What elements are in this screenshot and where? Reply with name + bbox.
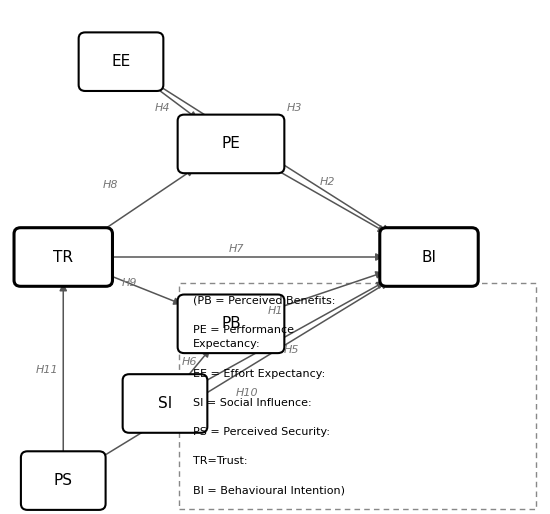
FancyBboxPatch shape — [21, 451, 106, 510]
Text: PS = Perceived Security:: PS = Perceived Security: — [192, 427, 329, 437]
Text: BI: BI — [421, 249, 437, 265]
Text: H7: H7 — [229, 244, 244, 254]
FancyBboxPatch shape — [79, 32, 163, 91]
Text: SI = Social Influence:: SI = Social Influence: — [192, 398, 311, 408]
Text: H1: H1 — [267, 306, 283, 316]
Text: H8: H8 — [102, 180, 118, 190]
Text: EE: EE — [111, 54, 131, 69]
Text: EE = Effort Expectancy:: EE = Effort Expectancy: — [192, 369, 324, 378]
Text: H10: H10 — [236, 388, 259, 398]
Text: H2: H2 — [320, 177, 335, 188]
Text: H9: H9 — [122, 278, 137, 288]
Text: PE = Performance: PE = Performance — [192, 325, 294, 335]
Text: H5: H5 — [284, 344, 299, 355]
Text: PE: PE — [222, 136, 240, 152]
Text: BI = Behavioural Intention): BI = Behavioural Intention) — [192, 485, 344, 495]
Text: H11: H11 — [35, 365, 58, 375]
FancyBboxPatch shape — [178, 295, 284, 353]
FancyBboxPatch shape — [123, 374, 207, 433]
Text: (PB = Perceived Benefits:: (PB = Perceived Benefits: — [192, 296, 335, 305]
FancyBboxPatch shape — [178, 115, 284, 173]
Text: PB: PB — [221, 316, 241, 332]
Text: H4: H4 — [155, 103, 170, 113]
FancyBboxPatch shape — [179, 283, 536, 509]
Text: H3: H3 — [287, 103, 302, 113]
Text: PS: PS — [54, 473, 73, 488]
Text: TR: TR — [53, 249, 73, 265]
FancyBboxPatch shape — [379, 228, 478, 286]
Text: TR=Trust:: TR=Trust: — [192, 456, 247, 466]
Text: Expectancy:: Expectancy: — [192, 339, 260, 350]
FancyBboxPatch shape — [14, 228, 112, 286]
Text: SI: SI — [158, 396, 172, 411]
Text: H6: H6 — [182, 357, 197, 368]
